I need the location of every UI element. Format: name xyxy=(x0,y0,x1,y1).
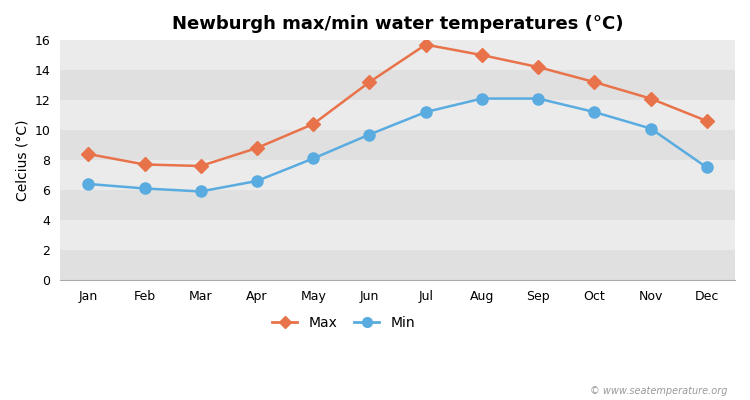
Min xyxy=(196,189,206,194)
Max xyxy=(196,164,206,168)
Min xyxy=(478,96,487,101)
Title: Newburgh max/min water temperatures (°C): Newburgh max/min water temperatures (°C) xyxy=(172,15,623,33)
Bar xyxy=(60,70,735,100)
Max xyxy=(590,80,599,84)
Max xyxy=(84,152,93,156)
Min xyxy=(309,156,318,161)
Legend: Max, Min: Max, Min xyxy=(267,310,420,335)
Y-axis label: Celcius (°C): Celcius (°C) xyxy=(15,119,29,201)
Min xyxy=(534,96,543,101)
Bar xyxy=(60,250,735,280)
Max xyxy=(422,42,430,47)
Bar xyxy=(60,130,735,160)
Max xyxy=(365,80,374,84)
Bar xyxy=(60,190,735,220)
Bar xyxy=(60,100,735,130)
Min xyxy=(140,186,149,191)
Min xyxy=(84,182,93,186)
Line: Min: Min xyxy=(82,93,712,197)
Min xyxy=(703,165,712,170)
Line: Max: Max xyxy=(83,40,712,171)
Max xyxy=(534,65,543,70)
Min xyxy=(365,132,374,137)
Bar xyxy=(60,160,735,190)
Max xyxy=(478,53,487,58)
Max xyxy=(309,122,318,126)
Max xyxy=(140,162,149,167)
Max xyxy=(703,119,712,124)
Text: © www.seatemperature.org: © www.seatemperature.org xyxy=(590,386,728,396)
Min xyxy=(253,178,262,183)
Min xyxy=(646,126,656,131)
Max xyxy=(253,146,262,150)
Min xyxy=(590,110,599,114)
Bar xyxy=(60,220,735,250)
Bar xyxy=(60,40,735,70)
Max xyxy=(646,96,656,101)
Min xyxy=(422,110,430,114)
